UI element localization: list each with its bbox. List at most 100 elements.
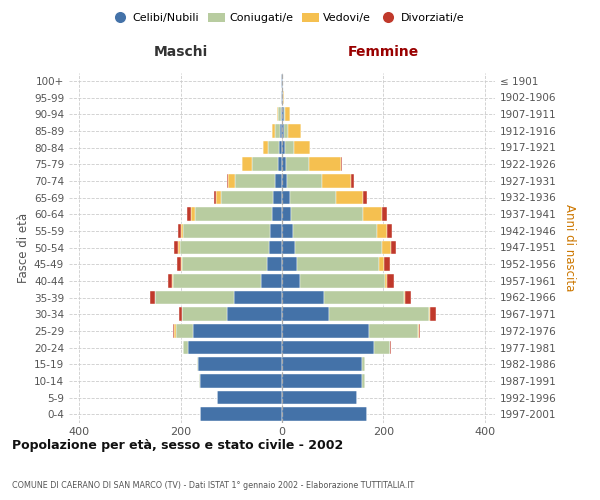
Bar xyxy=(187,208,191,221)
Bar xyxy=(272,208,282,221)
Bar xyxy=(183,340,188,354)
Bar xyxy=(382,208,388,221)
Bar xyxy=(282,374,362,388)
Bar xyxy=(282,258,297,271)
Bar xyxy=(173,274,260,287)
Bar xyxy=(260,274,282,287)
Bar xyxy=(385,274,388,287)
Bar xyxy=(280,140,282,154)
Bar xyxy=(297,258,379,271)
Y-axis label: Fasce di età: Fasce di età xyxy=(17,212,30,282)
Bar xyxy=(267,258,282,271)
Bar xyxy=(329,308,429,321)
Bar xyxy=(419,324,420,338)
Bar xyxy=(272,124,275,138)
Bar xyxy=(288,124,301,138)
Bar xyxy=(155,290,234,304)
Bar xyxy=(172,274,173,287)
Bar xyxy=(227,174,228,188)
Text: COMUNE DI CAERANO DI SAN MARCO (TV) - Dati ISTAT 1° gennaio 2002 - Elaborazione : COMUNE DI CAERANO DI SAN MARCO (TV) - Da… xyxy=(12,481,414,490)
Bar xyxy=(379,258,384,271)
Bar xyxy=(282,208,291,221)
Bar xyxy=(293,140,310,154)
Bar xyxy=(293,224,377,237)
Legend: Celibi/Nubili, Coniugati/e, Vedovi/e, Divorziati/e: Celibi/Nubili, Coniugati/e, Vedovi/e, Di… xyxy=(107,8,469,28)
Bar xyxy=(275,174,282,188)
Bar xyxy=(268,140,280,154)
Bar xyxy=(282,158,286,171)
Bar xyxy=(227,308,282,321)
Bar xyxy=(242,158,251,171)
Bar xyxy=(178,240,180,254)
Bar xyxy=(310,158,341,171)
Bar xyxy=(263,140,268,154)
Bar xyxy=(291,208,363,221)
Bar xyxy=(286,158,310,171)
Bar xyxy=(282,108,284,121)
Bar xyxy=(282,290,323,304)
Bar xyxy=(282,358,362,371)
Bar xyxy=(281,108,282,121)
Bar xyxy=(341,158,342,171)
Bar xyxy=(199,374,200,388)
Bar xyxy=(284,124,288,138)
Bar xyxy=(351,174,353,188)
Bar xyxy=(217,390,282,404)
Bar xyxy=(180,240,269,254)
Bar xyxy=(228,174,235,188)
Bar xyxy=(282,308,329,321)
Bar xyxy=(175,324,176,338)
Bar xyxy=(384,258,389,271)
Bar xyxy=(199,358,282,371)
Bar xyxy=(282,408,367,421)
Bar xyxy=(282,390,356,404)
Bar xyxy=(418,324,419,338)
Bar xyxy=(278,108,281,121)
Text: Femmine: Femmine xyxy=(348,45,419,59)
Bar xyxy=(216,190,221,204)
Bar xyxy=(235,174,275,188)
Bar xyxy=(178,224,181,237)
Bar xyxy=(200,374,282,388)
Bar xyxy=(234,290,282,304)
Text: Popolazione per età, sesso e stato civile - 2002: Popolazione per età, sesso e stato civil… xyxy=(12,440,343,452)
Bar xyxy=(362,358,365,371)
Bar xyxy=(168,274,172,287)
Bar xyxy=(336,190,362,204)
Bar xyxy=(282,240,295,254)
Bar xyxy=(282,124,284,138)
Bar xyxy=(284,108,285,121)
Bar xyxy=(374,340,389,354)
Bar xyxy=(382,240,391,254)
Bar xyxy=(277,108,278,121)
Bar xyxy=(391,240,395,254)
Bar xyxy=(282,224,293,237)
Bar xyxy=(271,224,282,237)
Bar xyxy=(282,140,284,154)
Bar xyxy=(181,258,182,271)
Bar xyxy=(388,274,394,287)
Bar xyxy=(275,124,280,138)
Bar xyxy=(280,124,282,138)
Bar xyxy=(429,308,430,321)
Bar xyxy=(179,308,182,321)
Y-axis label: Anni di nascita: Anni di nascita xyxy=(563,204,576,291)
Bar xyxy=(221,190,273,204)
Bar xyxy=(197,358,199,371)
Bar xyxy=(322,174,351,188)
Bar xyxy=(430,308,436,321)
Bar xyxy=(362,190,367,204)
Bar xyxy=(193,324,282,338)
Bar xyxy=(182,308,227,321)
Bar xyxy=(177,258,181,271)
Bar xyxy=(195,208,272,221)
Bar xyxy=(200,408,282,421)
Bar xyxy=(282,174,287,188)
Bar xyxy=(362,374,365,388)
Bar xyxy=(188,340,282,354)
Bar xyxy=(183,224,271,237)
Bar xyxy=(323,290,404,304)
Bar xyxy=(181,224,183,237)
Bar xyxy=(176,324,193,338)
Bar xyxy=(363,208,382,221)
